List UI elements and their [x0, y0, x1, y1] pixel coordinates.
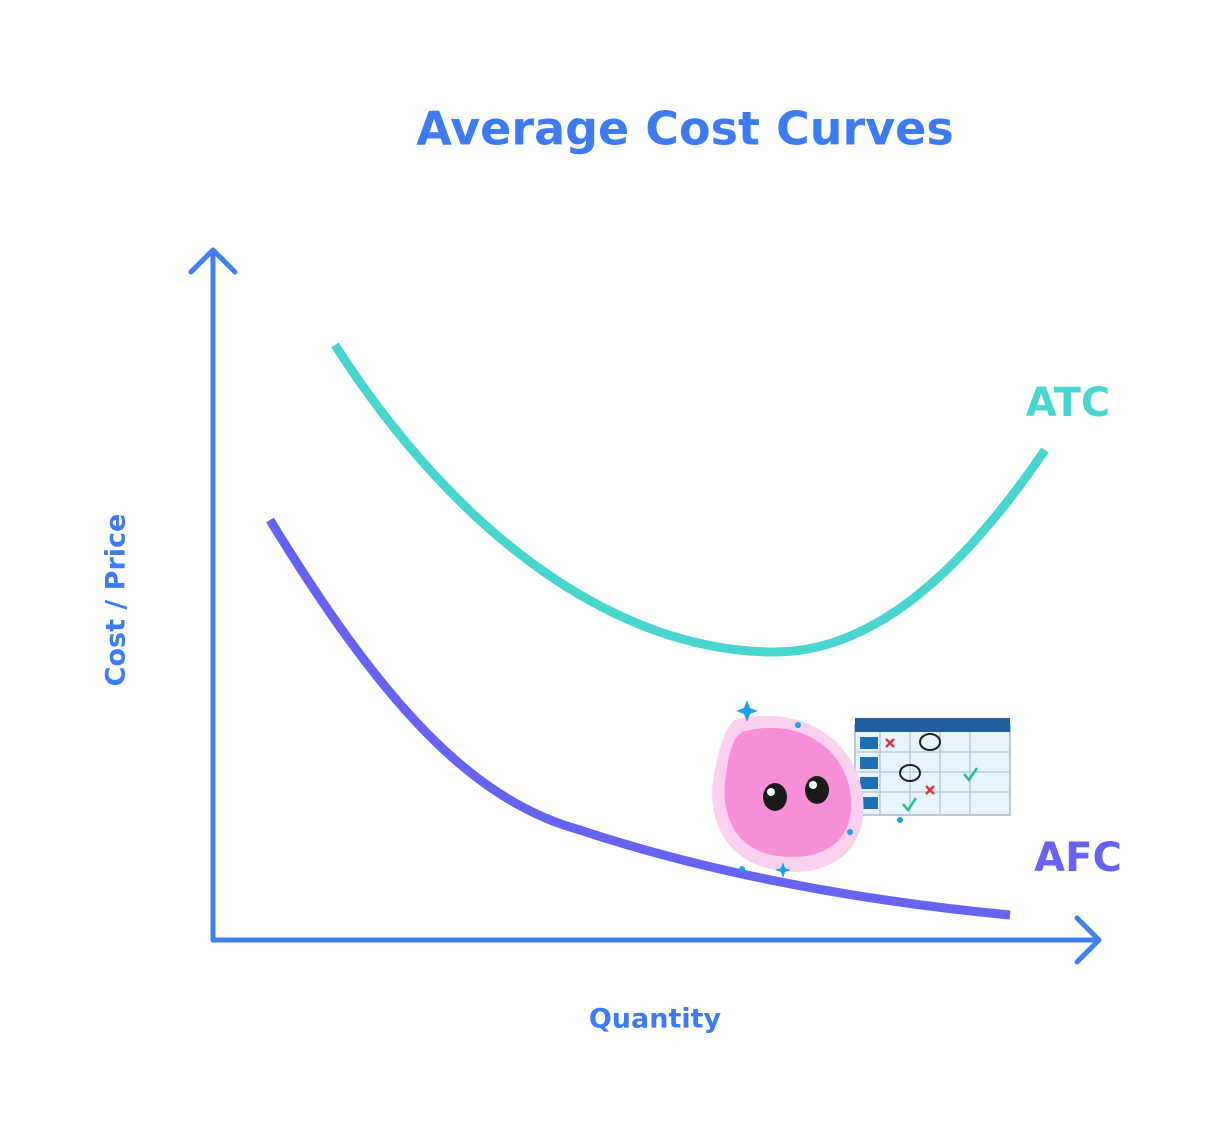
axes — [188, 247, 1102, 965]
atc-label: ATC — [1026, 380, 1111, 426]
y-axis-arrow — [188, 247, 238, 275]
y-axis-label: Cost / Price — [101, 514, 132, 687]
x-axis-label: Quantity — [589, 1004, 722, 1035]
x-axis-arrow — [1074, 915, 1102, 965]
calendar-illustration — [854, 718, 1011, 816]
mascot-illustration — [712, 700, 903, 878]
atc-curve — [331, 342, 1049, 657]
afc-label: AFC — [1034, 835, 1122, 881]
afc-curve — [266, 517, 1011, 920]
title: Average Cost Curves — [416, 102, 954, 156]
